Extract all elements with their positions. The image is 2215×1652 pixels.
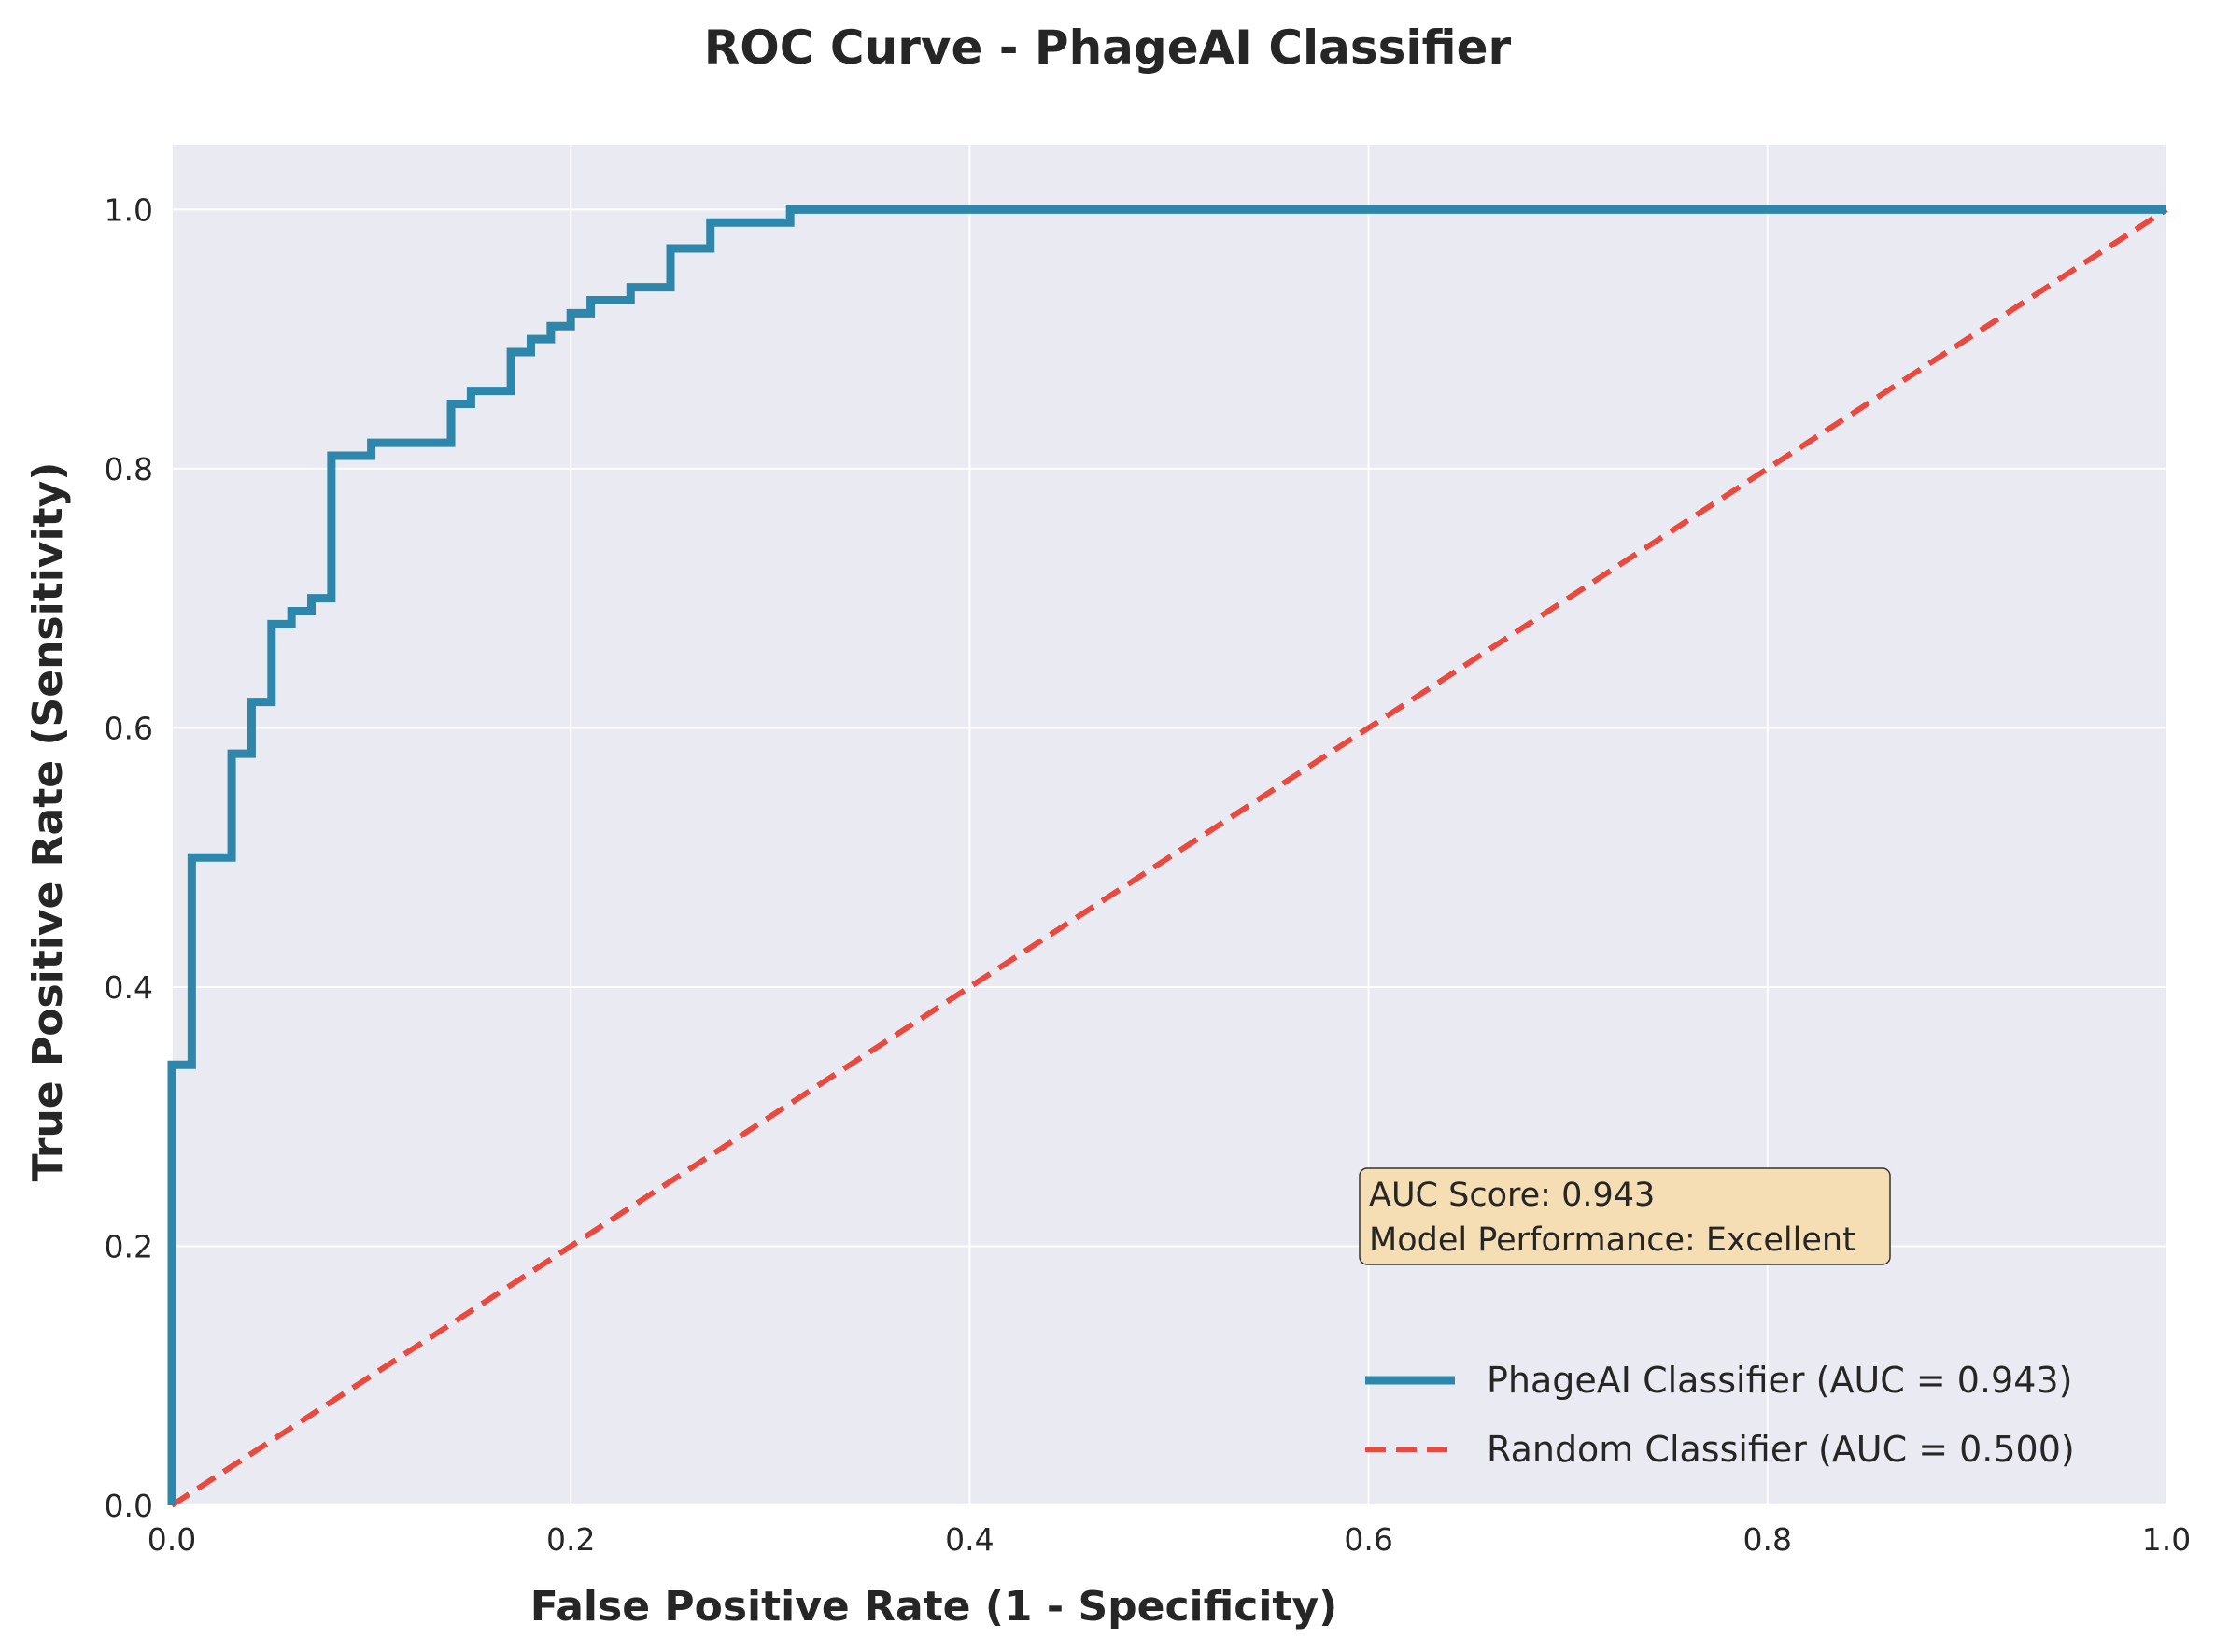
y-tick-label: 0.2 [105,1228,153,1264]
x-tick-label: 1.0 [2142,1521,2191,1558]
x-tick-label: 0.2 [546,1521,595,1558]
legend: PhageAI Classifier (AUC = 0.943) Random … [1365,1360,2075,1470]
x-tick-label: 0.8 [1743,1521,1792,1558]
x-tick-label: 0.6 [1344,1521,1392,1558]
x-axis-ticks: 0.0 0.2 0.4 0.6 0.8 1.0 [148,1521,2191,1558]
y-tick-label: 0.0 [105,1488,153,1524]
chart-title: ROC Curve - PhageAI Classifier [704,21,1512,75]
legend-label-phageai: PhageAI Classifier (AUC = 0.943) [1487,1360,2072,1401]
x-tick-label: 0.4 [945,1521,994,1558]
y-tick-label: 0.8 [105,451,153,487]
x-tick-label: 0.0 [148,1521,196,1558]
y-axis-label: True Positive Rate (Sensitivity) [24,462,72,1182]
y-tick-label: 0.4 [105,969,153,1006]
grid-lines [171,145,2167,1506]
annotation-line-performance: Model Performance: Excellent [1369,1221,1855,1259]
y-tick-label: 0.6 [105,710,153,746]
x-axis-label: False Positive Rate (1 - Specificity) [530,1583,1338,1631]
annotation-box: AUC Score: 0.943 Model Performance: Exce… [1359,1167,1891,1265]
series-line-phageai [167,205,2166,1505]
legend-label-random: Random Classifier (AUC = 0.500) [1487,1429,2075,1470]
series-layer [167,205,2168,1508]
series-line-random [170,206,2168,1508]
annotation-background [1359,1167,1891,1265]
y-axis-ticks: 0.0 0.2 0.4 0.6 0.8 1.0 [105,191,153,1524]
y-tick-label: 1.0 [105,191,153,228]
plot-area [172,145,2166,1505]
annotation-line-auc: AUC Score: 0.943 [1369,1177,1655,1214]
